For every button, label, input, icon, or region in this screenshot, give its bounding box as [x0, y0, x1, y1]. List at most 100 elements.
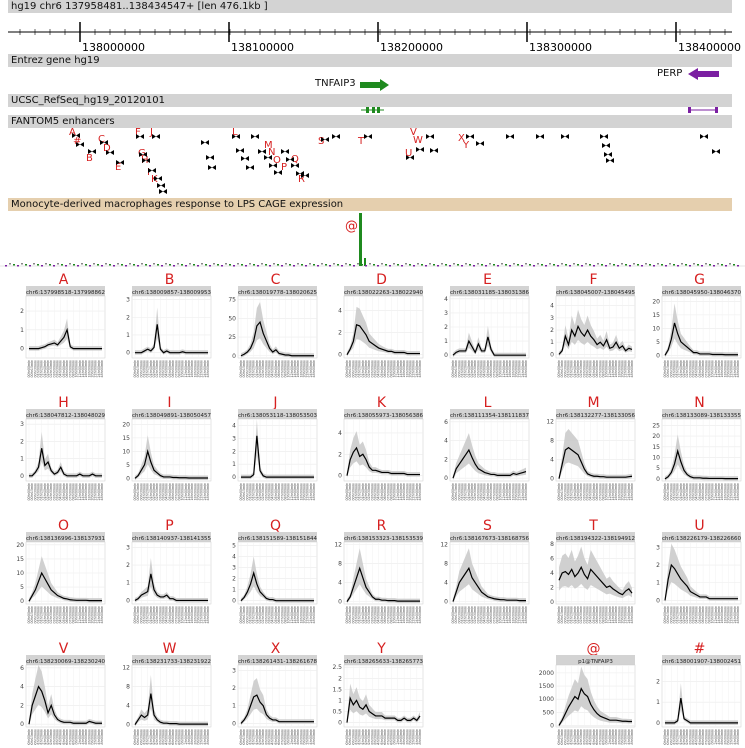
enhancer-mark [159, 189, 167, 194]
y-tick-label: 0 [444, 352, 448, 359]
x-tick-label: 08hr00min [283, 360, 287, 377]
panel-strip [26, 409, 105, 419]
x-tick-label: 14hr00min [187, 729, 191, 745]
x-tick-label: 00hr00min [557, 483, 561, 500]
x-tick-label: 01hr20min [252, 606, 256, 623]
cage-background-mark [449, 265, 451, 267]
x-tick-label: 03hr00min [688, 483, 692, 500]
entrez-track-header[interactable]: Entrez gene hg19 [8, 54, 732, 67]
x-tick-label: 05hr00min [486, 606, 490, 623]
x-tick-label: 07hr00min [598, 606, 602, 623]
enhancer-mark [364, 134, 372, 139]
cage-background-mark [457, 264, 459, 266]
panel-letter: @ [587, 641, 601, 657]
confidence-band [665, 543, 738, 603]
panel-title: chr6:138132277-138133056 [556, 413, 636, 419]
gene-label-perp[interactable]: PERP [657, 68, 683, 79]
x-tick-label: 05hr00min [168, 483, 172, 500]
y-tick-label: 20 [652, 433, 660, 440]
cage-background-mark [133, 264, 135, 266]
x-tick-label: 00hr00min [663, 483, 667, 500]
x-tick-label: 00hr00min [557, 360, 561, 377]
x-tick-label: 22hr00min [730, 360, 734, 377]
x-tick-label: 01hr20min [40, 606, 44, 623]
x-tick-label: 03hr00min [476, 483, 480, 500]
x-tick-label: 06hr00min [277, 360, 281, 377]
cage-background-mark [509, 265, 511, 267]
x-tick-label: 00hr15min [136, 729, 140, 745]
x-tick-label: 01hr00min [37, 606, 41, 623]
x-tick-label: 18hr00min [299, 729, 303, 745]
x-tick-label: 00hr15min [136, 360, 140, 377]
x-tick-label: 02hr30min [367, 606, 371, 623]
cage-track-header[interactable]: Monocyte-derived macrophages response to… [8, 198, 732, 211]
refseq-track-header[interactable]: UCSC_RefSeq_hg19_20120101 [8, 94, 732, 107]
panel-title: p1@TNFAIP3 [578, 659, 613, 665]
cage-background-mark [625, 264, 627, 266]
confidence-band [347, 431, 420, 478]
panel-strip [556, 532, 635, 542]
enhancer-mark [136, 134, 144, 139]
cage-background-mark [437, 265, 439, 267]
x-tick-label: 00hr15min [242, 729, 246, 745]
cage-background-mark [89, 265, 91, 267]
enhancer-label-f: F [135, 127, 141, 138]
gene-label-tnfaip3[interactable]: TNFAIP3 [315, 78, 356, 89]
fantom5-track-header[interactable]: FANTOM5 enhancers [8, 115, 732, 128]
x-tick-label: 20hr00min [408, 729, 412, 745]
y-tick-label: 12 [334, 541, 342, 548]
x-tick-label: 02hr00min [46, 483, 50, 500]
x-tick-label: 04hr00min [483, 483, 487, 500]
enhancer-mark [600, 134, 608, 139]
x-tick-label: 07hr00min [280, 360, 284, 377]
y-tick-label: 1 [126, 332, 130, 339]
panel-plot-area [661, 418, 742, 482]
x-tick-label: 05hr00min [274, 729, 278, 745]
x-tick-label: 00hr00min [27, 483, 31, 500]
y-tick-label: 3 [444, 310, 448, 317]
cage-background-mark [441, 263, 443, 265]
x-tick-label: 01hr00min [461, 360, 465, 377]
x-tick-label: 08hr00min [177, 729, 181, 745]
x-tick-label: 10hr00min [393, 606, 397, 623]
cage-background-mark [609, 263, 611, 265]
cage-background-mark [569, 265, 571, 267]
confidence-band [559, 546, 632, 599]
x-tick-label: 00hr00min [345, 360, 349, 377]
x-tick-label: 20hr00min [408, 360, 412, 377]
cage-background-mark [265, 264, 267, 266]
x-tick-label: 00hr15min [560, 360, 564, 377]
x-tick-label: 18hr00min [511, 606, 515, 623]
x-tick-label: 00hr30min [139, 483, 143, 500]
panel-plot-area [25, 418, 106, 482]
x-tick-label: 48hr00min [100, 483, 104, 500]
y-tick-label: 0 [126, 350, 130, 357]
cage-background-mark [453, 263, 455, 265]
y-tick-label: 6 [444, 419, 448, 426]
x-tick-label: 24hr00min [627, 483, 631, 500]
x-tick-label: 07hr00min [174, 606, 178, 623]
enhancer-mark [416, 147, 424, 152]
x-tick-label: 03hr00min [264, 483, 268, 500]
x-tick-label: 04hr00min [483, 360, 487, 377]
x-tick-label: 02hr00min [682, 606, 686, 623]
series-line [135, 324, 208, 354]
x-tick-label: 03hr30min [374, 360, 378, 377]
y-tick-label: 0 [338, 720, 342, 727]
x-tick-label: 07hr00min [704, 606, 708, 623]
x-tick-label: 07hr00min [280, 729, 284, 745]
cage-background-mark [377, 265, 379, 267]
y-tick-label: 15 [652, 312, 660, 319]
x-tick-label: 10hr00min [287, 729, 291, 745]
x-tick-label: 01hr40min [361, 729, 365, 745]
ruler: 138000000 138100000 138200000 138300000 1384… [8, 22, 741, 54]
panel-strip [344, 532, 423, 542]
cage-background-mark [617, 265, 619, 267]
x-tick-label: 02hr30min [155, 360, 159, 377]
x-tick-label: 20hr00min [90, 483, 94, 500]
